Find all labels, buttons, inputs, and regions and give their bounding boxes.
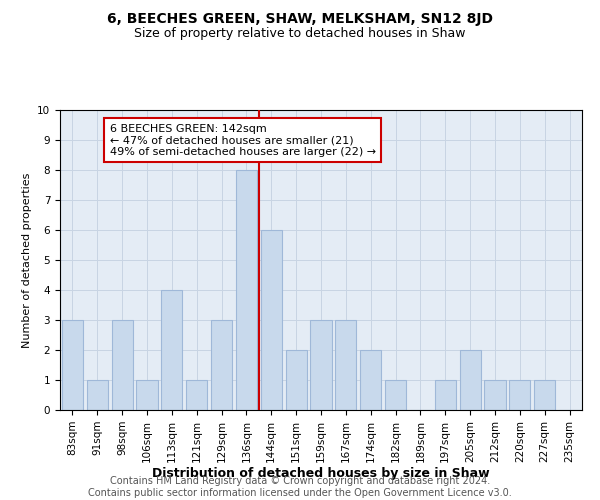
Y-axis label: Number of detached properties: Number of detached properties — [22, 172, 32, 348]
Bar — [261, 230, 282, 410]
Bar — [136, 380, 158, 410]
Bar — [286, 350, 307, 410]
X-axis label: Distribution of detached houses by size in Shaw: Distribution of detached houses by size … — [152, 468, 490, 480]
Bar — [161, 290, 182, 410]
Bar — [211, 320, 232, 410]
Text: Contains HM Land Registry data © Crown copyright and database right 2024.
Contai: Contains HM Land Registry data © Crown c… — [88, 476, 512, 498]
Bar — [509, 380, 530, 410]
Bar — [335, 320, 356, 410]
Bar — [112, 320, 133, 410]
Text: Size of property relative to detached houses in Shaw: Size of property relative to detached ho… — [134, 28, 466, 40]
Bar — [87, 380, 108, 410]
Bar — [484, 380, 506, 410]
Bar — [62, 320, 83, 410]
Bar — [360, 350, 381, 410]
Bar — [385, 380, 406, 410]
Bar — [460, 350, 481, 410]
Text: 6, BEECHES GREEN, SHAW, MELKSHAM, SN12 8JD: 6, BEECHES GREEN, SHAW, MELKSHAM, SN12 8… — [107, 12, 493, 26]
Bar — [435, 380, 456, 410]
Text: 6 BEECHES GREEN: 142sqm
← 47% of detached houses are smaller (21)
49% of semi-de: 6 BEECHES GREEN: 142sqm ← 47% of detache… — [110, 124, 376, 156]
Bar — [534, 380, 555, 410]
Bar — [310, 320, 332, 410]
Bar — [186, 380, 207, 410]
Bar — [236, 170, 257, 410]
